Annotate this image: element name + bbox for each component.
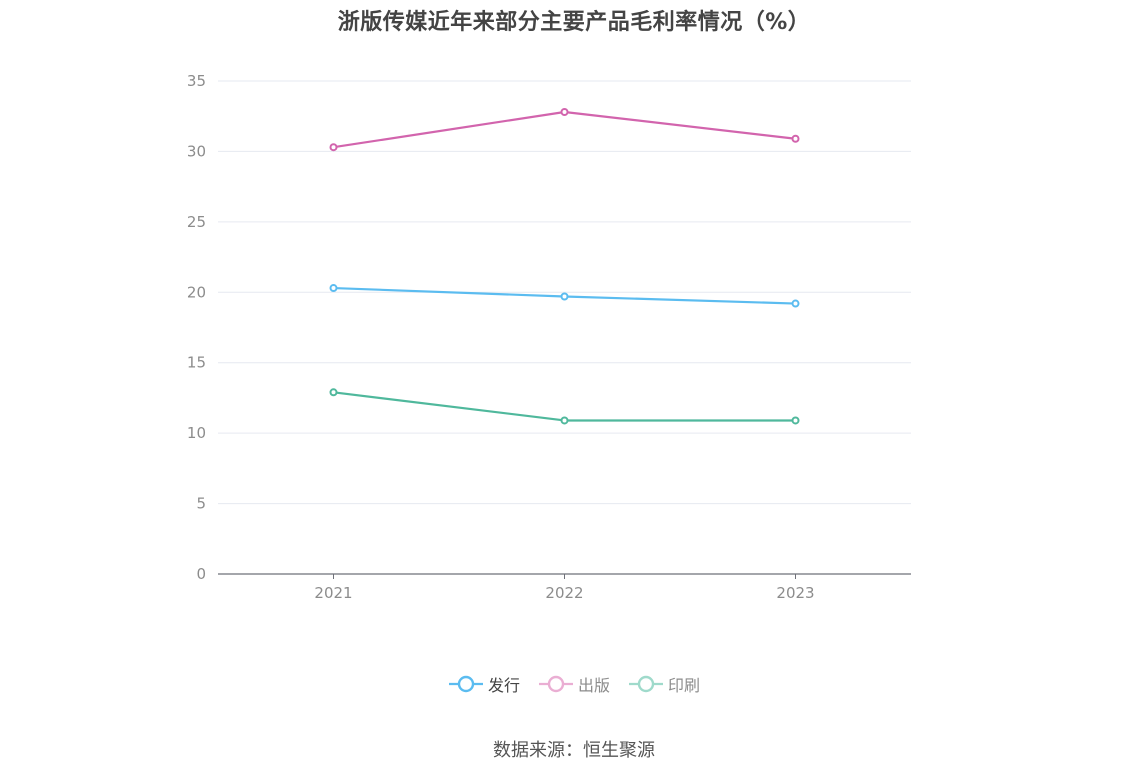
legend-line-circle-icon: [448, 675, 483, 693]
series-lines: [329, 107, 800, 425]
series-2: [329, 388, 800, 425]
legend-item[interactable]: 出版: [538, 672, 610, 696]
data-point[interactable]: [791, 416, 800, 425]
y-tick-label: 30: [187, 142, 206, 160]
y-tick-label: 20: [187, 283, 206, 301]
series-line: [333, 110, 796, 149]
legend-label: 印刷: [668, 676, 701, 695]
y-tick-label: 10: [187, 424, 206, 442]
data-point[interactable]: [560, 416, 569, 425]
x-tick-label: 2022: [545, 584, 583, 602]
grid-lines: [218, 80, 911, 505]
legend-line-circle-icon: [538, 675, 573, 693]
x-tick-label: 2023: [776, 584, 814, 602]
y-tick-label: 25: [187, 213, 206, 231]
series-1: [329, 107, 800, 152]
data-source: 数据来源：恒生聚源: [493, 740, 655, 761]
y-tick-label: 0: [196, 565, 206, 583]
chart-title: 浙版传媒近年来部分主要产品毛利率情况（%）: [337, 10, 811, 35]
data-point[interactable]: [560, 292, 569, 301]
legend-label: 发行: [487, 676, 520, 695]
y-tick-label: 35: [187, 72, 206, 90]
data-point[interactable]: [329, 284, 338, 293]
legend-item[interactable]: 发行: [448, 672, 520, 696]
data-point[interactable]: [791, 299, 800, 308]
data-point[interactable]: [329, 388, 338, 397]
data-point[interactable]: [791, 134, 800, 143]
x-tick-label: 2021: [314, 584, 352, 602]
legend-label: 出版: [577, 676, 610, 695]
series-line: [333, 391, 796, 422]
axes: 0 5 10 15 20 25 30 35 2021 2022 2023: [187, 72, 911, 602]
y-tick-label: 5: [196, 495, 206, 513]
legend-line-circle-icon: [629, 675, 663, 693]
data-point[interactable]: [329, 143, 338, 152]
series-0: [329, 284, 800, 308]
data-point[interactable]: [560, 107, 569, 116]
y-tick-label: 15: [187, 354, 206, 372]
legend: 发行 出版 印刷: [0, 672, 1148, 696]
legend-item[interactable]: 印刷: [628, 672, 700, 696]
